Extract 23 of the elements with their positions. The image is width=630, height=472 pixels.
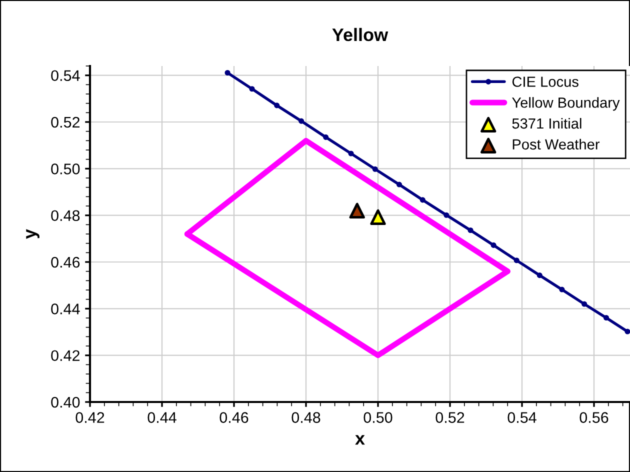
legend-label: Yellow Boundary <box>512 97 620 111</box>
x-tick-label: 0.44 <box>148 412 176 423</box>
x-tick-label: 0.52 <box>436 412 464 423</box>
y-tick-label: 0.40 <box>51 396 80 408</box>
y-axis-title: y <box>26 229 40 239</box>
x-tick-label: 0.46 <box>220 412 248 423</box>
y-tick-label: 0.42 <box>51 350 80 362</box>
legend-label: CIE Locus <box>512 76 578 87</box>
y-tick-label: 0.52 <box>51 116 80 128</box>
y-tick-label: 0.50 <box>51 164 80 174</box>
x-axis-title: x <box>355 435 365 445</box>
y-tick-label: 0.46 <box>51 256 80 268</box>
y-tick-label: 0.54 <box>51 70 80 82</box>
chart-title: Yellow <box>332 28 388 42</box>
x-tick-label: 0.50 <box>364 412 392 423</box>
x-tick-label: 0.54 <box>508 412 536 423</box>
y-tick-label: 0.44 <box>51 304 80 314</box>
legend-label: Post Weather <box>512 138 600 150</box>
y-tick-label: 0.48 <box>51 210 80 222</box>
x-tick-label: 0.42 <box>76 412 104 423</box>
x-tick-label: 0.48 <box>292 412 320 423</box>
x-tick-label: 0.56 <box>580 412 608 423</box>
legend-label: 5371 Initial <box>512 118 582 129</box>
